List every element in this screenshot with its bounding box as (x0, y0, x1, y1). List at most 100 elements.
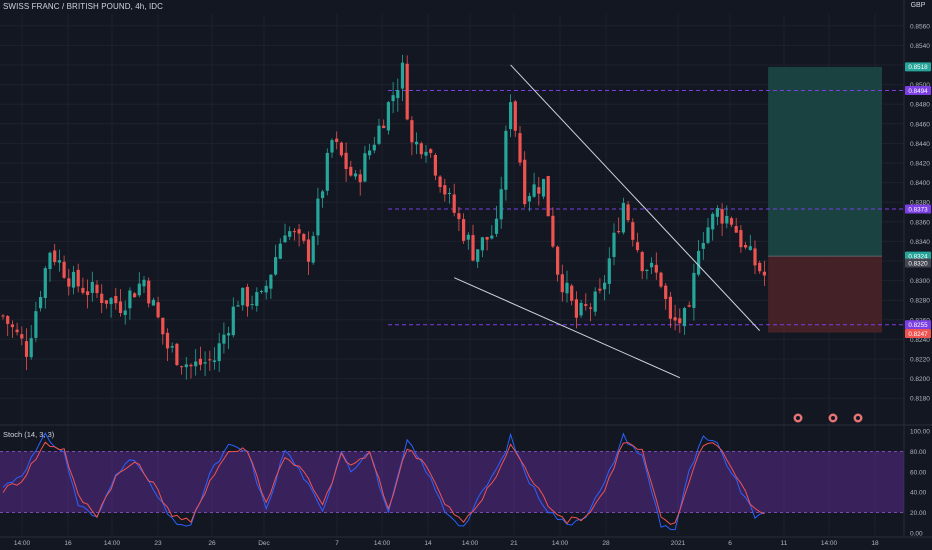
candle-body (10, 324, 14, 328)
candle-body (635, 242, 640, 251)
y-tick-label: 0.8400 (910, 180, 930, 187)
x-tick-label: 21 (510, 540, 518, 547)
candle-body (570, 285, 574, 301)
candle-body (382, 125, 386, 129)
candle-body (424, 151, 428, 156)
candle-body (739, 230, 743, 248)
candle-body (410, 120, 414, 143)
price-tag (905, 320, 931, 330)
candle-body (39, 296, 43, 309)
candle-body (631, 222, 635, 240)
stoch-d-line (2, 441, 765, 525)
candle-body (762, 271, 766, 276)
x-tick-label: 28 (602, 540, 610, 547)
candle-body (612, 232, 616, 257)
candle-body (443, 185, 447, 195)
candle-body (593, 291, 597, 312)
candle-body (137, 283, 141, 296)
candle-body (104, 300, 108, 304)
candle-body (560, 274, 564, 293)
price-tag-label: 0.8320 (908, 260, 928, 267)
candle-body (321, 191, 325, 199)
candle-body (156, 302, 160, 318)
candle-body (20, 334, 24, 339)
candle-body (76, 269, 80, 287)
event-icon-dot (796, 416, 800, 420)
candle-body (292, 231, 296, 233)
y-tick-label: 0.8560 (910, 23, 930, 30)
y-tick-label: 0.8460 (910, 121, 930, 128)
candle-body (128, 290, 132, 309)
x-tick-label: 14:00 (14, 540, 31, 547)
y-tick-label: 0.8440 (910, 141, 930, 148)
candle-body (485, 237, 489, 240)
candle-body (504, 130, 508, 190)
candle-body (316, 198, 320, 236)
stoch-title: Stoch (14, 3, 3) (3, 430, 55, 439)
candle-body (236, 305, 240, 307)
candle-body (118, 301, 123, 313)
candle-body (546, 176, 550, 217)
price-tag-label: 0.8373 (908, 206, 928, 213)
candle-body (161, 317, 165, 335)
stoch-y-tick-label: 60.00 (910, 469, 927, 476)
candle-body (480, 237, 484, 251)
x-tick-label: Dec (258, 540, 270, 547)
y-tick-label: 0.8200 (910, 376, 930, 383)
candle-body (466, 234, 470, 240)
candle-body (175, 343, 179, 366)
x-tick-label: 7 (335, 540, 339, 547)
candle-body (659, 272, 663, 287)
candle-body (541, 178, 546, 197)
candle-body (339, 142, 343, 156)
candle-body (123, 310, 127, 315)
x-tick-label: 6 (728, 540, 732, 547)
candle-body (264, 285, 268, 293)
candle-body (687, 305, 691, 307)
candle-body (692, 272, 696, 308)
y-tick-label: 0.8240 (910, 337, 930, 344)
candle-body (490, 235, 494, 239)
candle-body (133, 293, 137, 298)
candle-body (278, 243, 282, 259)
x-tick-label: 23 (154, 540, 162, 547)
candle-body (288, 231, 292, 237)
candle-body (386, 102, 390, 131)
candle-body (471, 235, 475, 261)
x-tick-label: 14:00 (462, 540, 479, 547)
y-tick-label: 0.8540 (910, 43, 930, 50)
candle-body (621, 202, 625, 233)
price-tag (905, 251, 931, 261)
candle-body (142, 279, 146, 287)
x-tick-label: 2021 (671, 540, 686, 547)
candle-body (678, 318, 682, 324)
candle-body (438, 176, 442, 188)
candle-body (212, 360, 217, 363)
candle-body (372, 144, 376, 151)
candle-body (494, 218, 499, 234)
price-tag-label: 0.8494 (908, 88, 928, 95)
candle-body (758, 262, 762, 272)
y-tick-label: 0.8220 (910, 357, 930, 364)
candle-body (701, 243, 705, 249)
price-tag-label: 0.8324 (908, 253, 928, 260)
candle-body (90, 281, 94, 293)
trendline-lower (453, 277, 681, 379)
candle-body (208, 359, 212, 361)
candle-body (513, 101, 517, 131)
candle-body (447, 193, 452, 195)
candle-body (753, 248, 757, 266)
price-scale-currency: GBP (910, 2, 926, 9)
candle-body (203, 362, 207, 364)
y-tick-label: 0.8480 (910, 102, 930, 109)
candle-body (706, 227, 710, 243)
candle-body (697, 250, 701, 275)
event-icon-dot (856, 416, 860, 420)
candle-body (62, 261, 66, 278)
candle-body (71, 271, 76, 288)
y-tick-label: 0.8340 (910, 239, 930, 246)
candle-body (744, 244, 748, 248)
candle-body (452, 194, 456, 213)
candle-body (532, 184, 536, 197)
